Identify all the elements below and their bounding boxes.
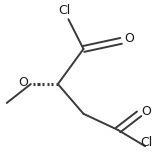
Text: O: O — [124, 32, 134, 45]
Text: Cl: Cl — [140, 136, 152, 149]
Text: O: O — [141, 105, 151, 118]
Text: Cl: Cl — [58, 4, 70, 17]
Text: O: O — [19, 76, 28, 89]
